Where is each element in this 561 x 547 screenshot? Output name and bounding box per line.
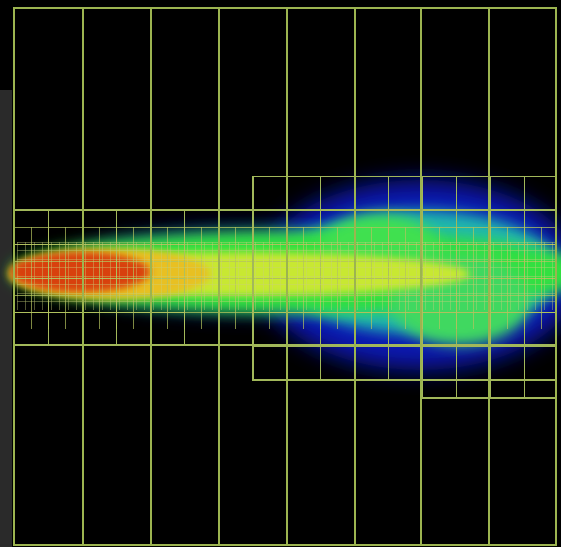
amr-jet-image: [0, 0, 561, 547]
page: [0, 0, 561, 547]
left-edge: [0, 90, 12, 547]
